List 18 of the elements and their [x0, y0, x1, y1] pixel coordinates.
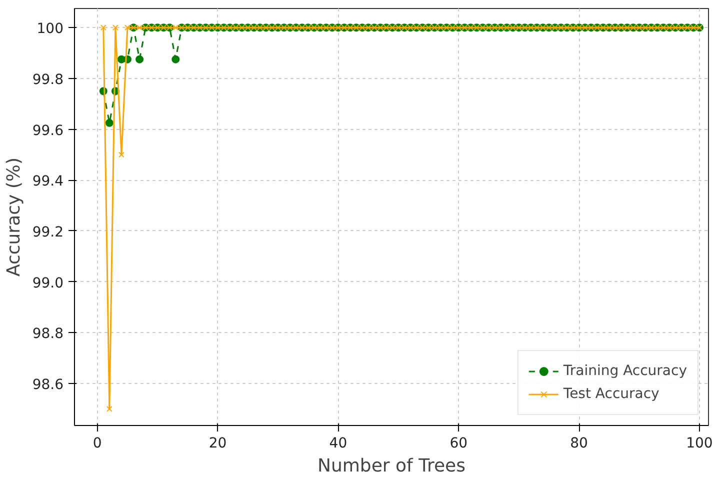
y-axis-title: Accuracy (%) — [3, 157, 24, 277]
x-tick-label: 40 — [329, 436, 348, 452]
y-tick-label: 99.4 — [32, 174, 64, 190]
y-tick-label: 99.0 — [32, 275, 64, 292]
y-tick-label: 98.6 — [32, 377, 64, 394]
y-tick-label: 99.8 — [32, 72, 64, 88]
x-tick-label: 20 — [208, 436, 227, 452]
y-tick-label: 99.2 — [32, 224, 64, 240]
y-tick-label: 100 — [36, 21, 64, 38]
x-axis-title: Number of Trees — [318, 456, 466, 476]
x-tick-label: 80 — [570, 436, 588, 452]
legend-label: Test Accuracy — [563, 386, 660, 402]
x-tick-label: 100 — [686, 436, 713, 452]
x-tick-label: 0 — [92, 436, 102, 452]
y-tick-label: 99.6 — [32, 122, 64, 139]
y-tick-label: 98.8 — [32, 326, 64, 342]
x-tick-label: 60 — [450, 436, 468, 452]
legend-label: Training Accuracy — [563, 363, 687, 379]
